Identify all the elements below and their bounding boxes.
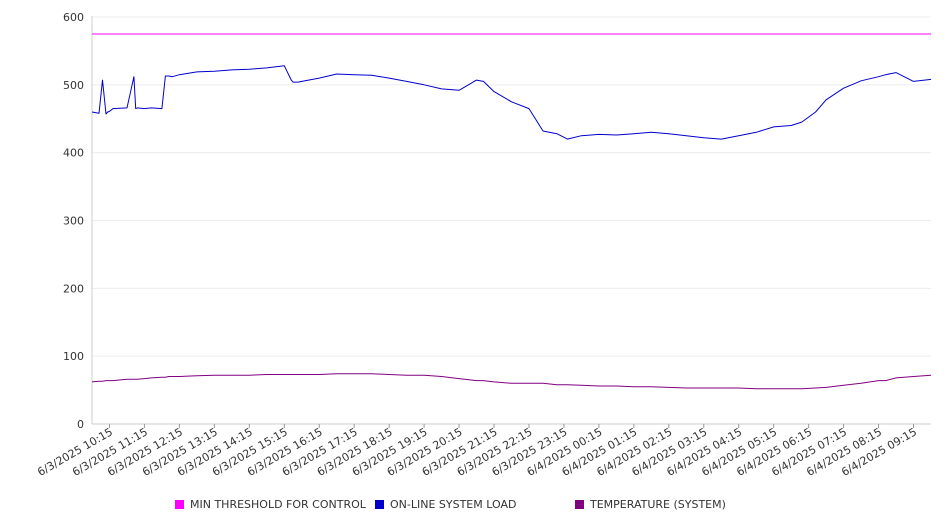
legend-label-online-system-load: ON-LINE SYSTEM LOAD — [390, 498, 517, 511]
legend-swatch-min-threshold — [175, 500, 184, 509]
y-tick-label: 400 — [63, 147, 84, 160]
y-tick-label: 500 — [63, 79, 84, 92]
series-lines — [91, 33, 932, 390]
legend-label-min-threshold: MIN THRESHOLD FOR CONTROL — [190, 498, 366, 511]
y-tick-labels: 0 100 200 300 400 500 600 — [63, 11, 84, 431]
gridlines — [92, 16, 931, 357]
y-tick-label: 300 — [63, 215, 84, 228]
legend-swatch-temperature — [575, 500, 584, 509]
legend-label-temperature: TEMPERATURE (SYSTEM) — [590, 498, 726, 511]
series-line-on-line-system-load — [91, 65, 932, 140]
line-chart: 0 100 200 300 400 500 600 6/3/2025 10:156/3/20… — [35, 11, 932, 479]
y-tick-label: 100 — [63, 350, 84, 363]
legend-item-temperature: TEMPERATURE (SYSTEM) — [575, 498, 726, 511]
y-tick-label: 600 — [63, 11, 84, 24]
x-tick-labels: 6/3/2025 10:156/3/2025 11:156/3/2025 12:… — [35, 425, 919, 479]
y-tick-label: 200 — [63, 282, 84, 295]
legend: MIN THRESHOLD FOR CONTROL ON-LINE SYSTEM… — [0, 498, 946, 516]
series-line-temperature-system — [91, 373, 932, 390]
legend-item-online-system-load: ON-LINE SYSTEM LOAD — [375, 498, 516, 511]
axes — [91, 16, 931, 428]
legend-item-min-threshold: MIN THRESHOLD FOR CONTROL — [175, 498, 366, 511]
y-tick-label: 0 — [77, 418, 84, 431]
legend-swatch-online-system-load — [375, 500, 384, 509]
